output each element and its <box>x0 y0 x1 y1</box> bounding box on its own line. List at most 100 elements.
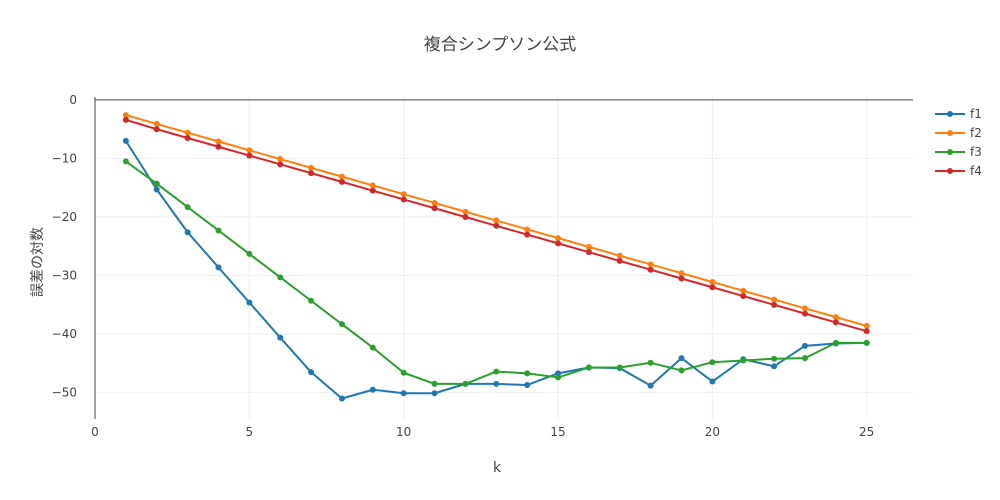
data-point-f1 <box>431 390 438 397</box>
data-point-f3 <box>524 370 531 377</box>
data-point-f4 <box>338 178 345 185</box>
data-point-f4 <box>277 161 284 168</box>
data-point-f3 <box>400 369 407 376</box>
data-point-f4 <box>122 116 129 123</box>
data-point-f1 <box>709 378 716 385</box>
data-point-f2 <box>493 217 500 224</box>
data-point-f4 <box>400 196 407 203</box>
legend-item-f2: f2 <box>935 126 982 140</box>
y-tick-label: −30 <box>52 269 77 283</box>
data-point-f4 <box>801 310 808 317</box>
data-point-f2 <box>400 191 407 198</box>
data-point-f4 <box>863 328 870 335</box>
data-point-f3 <box>369 344 376 351</box>
data-point-f1 <box>153 186 160 193</box>
series-f3 <box>122 158 870 387</box>
series-line-f3 <box>125 160 867 385</box>
data-point-f1 <box>493 380 500 387</box>
data-point-f2 <box>153 120 160 127</box>
data-point-f3 <box>863 339 870 346</box>
x-tick-label: 10 <box>396 425 411 439</box>
data-point-f4 <box>153 126 160 133</box>
data-point-f3 <box>678 367 685 374</box>
data-point-f4 <box>647 266 654 273</box>
data-point-f2 <box>122 112 129 119</box>
data-point-f1 <box>184 229 191 236</box>
data-point-f2 <box>246 147 253 154</box>
data-point-f3 <box>493 368 500 375</box>
series-layer <box>122 112 870 402</box>
data-point-f2 <box>369 182 376 189</box>
legend-marker-f2 <box>947 130 953 136</box>
data-point-f2 <box>431 199 438 206</box>
data-point-f4 <box>740 293 747 300</box>
data-point-f1 <box>215 264 222 271</box>
data-point-f1 <box>277 334 284 341</box>
data-point-f1 <box>122 137 129 144</box>
data-point-f1 <box>647 382 654 389</box>
data-point-f4 <box>493 222 500 229</box>
y-tick-label: −40 <box>52 327 77 341</box>
data-point-f2 <box>277 156 284 163</box>
tick-layer: 0 5 10 15 20 25 0 −10 −20 −30 −40 −50 <box>52 93 875 439</box>
legend: f1 f2 f3 f4 <box>935 107 982 178</box>
x-tick-label: 5 <box>246 425 254 439</box>
data-point-f3 <box>771 355 778 362</box>
data-point-f3 <box>153 180 160 187</box>
legend-label-f1: f1 <box>970 107 982 121</box>
data-point-f1 <box>771 363 778 370</box>
data-point-f4 <box>369 187 376 194</box>
data-point-f3 <box>215 227 222 234</box>
y-tick-label: −50 <box>52 386 77 400</box>
y-tick-label: 0 <box>69 93 77 107</box>
data-point-f2 <box>801 305 808 312</box>
data-point-f2 <box>832 314 839 321</box>
data-point-f2 <box>524 226 531 233</box>
data-point-f2 <box>616 252 623 259</box>
legend-item-f1: f1 <box>935 107 982 121</box>
data-point-f3 <box>431 380 438 387</box>
data-point-f1 <box>678 355 685 362</box>
data-point-f1 <box>801 342 808 349</box>
data-point-f4 <box>771 301 778 308</box>
x-tick-label: 15 <box>550 425 565 439</box>
series-f4 <box>122 116 870 335</box>
data-point-f4 <box>709 284 716 291</box>
data-point-f3 <box>616 364 623 371</box>
data-point-f3 <box>585 364 592 371</box>
data-point-f2 <box>215 138 222 145</box>
data-point-f1 <box>308 369 315 376</box>
series-f1 <box>122 137 870 402</box>
data-point-f1 <box>338 395 345 402</box>
data-point-f3 <box>184 204 191 211</box>
data-point-f1 <box>369 386 376 393</box>
data-point-f4 <box>308 170 315 177</box>
y-tick-label: −10 <box>52 151 77 165</box>
data-point-f4 <box>832 319 839 326</box>
data-point-f4 <box>616 257 623 264</box>
x-tick-label: 25 <box>859 425 874 439</box>
data-point-f3 <box>246 250 253 257</box>
data-point-f2 <box>308 164 315 171</box>
data-point-f2 <box>709 279 716 286</box>
data-point-f4 <box>462 214 469 221</box>
legend-marker-f4 <box>947 168 953 174</box>
data-point-f1 <box>400 390 407 397</box>
data-point-f3 <box>338 321 345 328</box>
data-point-f1 <box>524 382 531 389</box>
data-point-f2 <box>647 261 654 268</box>
data-point-f1 <box>555 370 562 377</box>
data-point-f4 <box>555 240 562 247</box>
data-point-f2 <box>863 322 870 329</box>
data-point-f3 <box>709 359 716 366</box>
data-point-f4 <box>246 152 253 159</box>
legend-item-f3: f3 <box>935 145 982 159</box>
data-point-f3 <box>308 297 315 304</box>
data-point-f4 <box>431 205 438 212</box>
legend-marker-f3 <box>947 149 953 155</box>
data-point-f4 <box>585 249 592 256</box>
legend-label-f2: f2 <box>970 126 982 140</box>
data-point-f2 <box>338 173 345 180</box>
